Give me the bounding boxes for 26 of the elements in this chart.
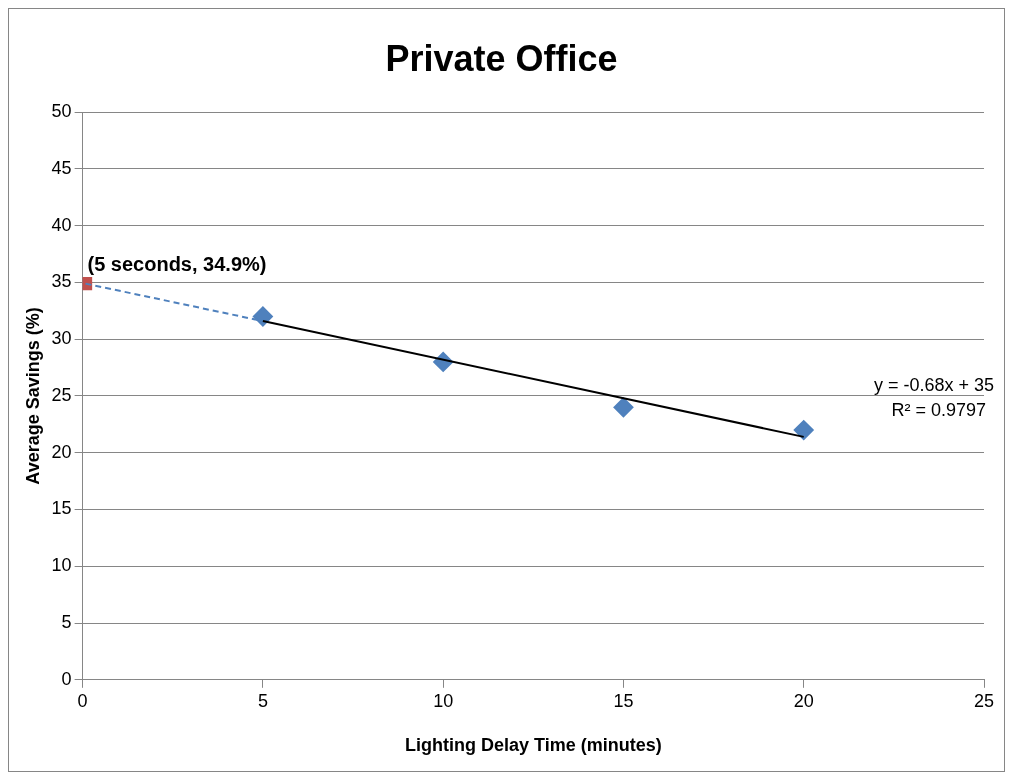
point bbox=[252, 306, 273, 327]
annotation: y = -0.68x + 35 bbox=[873, 374, 994, 395]
x-tick-label: 25 bbox=[973, 690, 995, 711]
x-tick-label: 15 bbox=[613, 690, 634, 711]
y-tick-label: 35 bbox=[51, 271, 72, 292]
y-tick-label: 50 bbox=[51, 101, 72, 122]
x-tick-label: 10 bbox=[433, 690, 454, 711]
x-tick-label: 20 bbox=[793, 690, 814, 711]
y-axis-title: Average Savings (%) bbox=[22, 307, 43, 485]
point bbox=[793, 420, 814, 441]
y-tick-label: 25 bbox=[51, 384, 72, 405]
y-tick-label: 15 bbox=[51, 498, 72, 519]
annotation: R² = 0.9797 bbox=[891, 399, 986, 420]
annotation: (5 seconds, 34.9%) bbox=[87, 253, 267, 276]
y-tick-label: 5 bbox=[61, 612, 72, 633]
x-tick-label: 5 bbox=[257, 690, 268, 711]
point bbox=[613, 397, 634, 418]
x-tick-label: 0 bbox=[77, 690, 88, 711]
x-axis-title: Lighting Delay Time (minutes) bbox=[404, 735, 662, 756]
y-tick-label: 10 bbox=[51, 555, 72, 576]
y-tick-label: 0 bbox=[61, 668, 72, 689]
y-tick-label: 45 bbox=[51, 157, 72, 178]
y-tick-label: 40 bbox=[51, 214, 72, 235]
chart-title: Private Office bbox=[385, 37, 618, 79]
y-tick-label: 30 bbox=[51, 328, 72, 349]
y-tick-label: 20 bbox=[51, 441, 72, 462]
